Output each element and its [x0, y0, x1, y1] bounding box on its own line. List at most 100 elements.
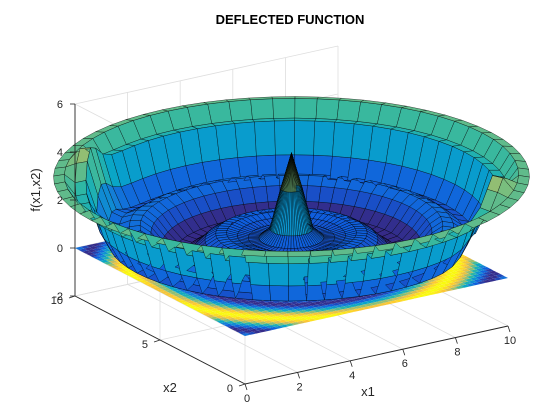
contour-cell [442, 275, 452, 279]
contour-cell [457, 282, 467, 286]
contour-cell [298, 309, 308, 313]
contour-cell [382, 296, 392, 300]
contour-cell [463, 257, 473, 261]
x-tick-mark [349, 360, 353, 367]
x-tick-label: 8 [454, 347, 460, 359]
contour-cell [249, 320, 259, 324]
contour-cell [265, 325, 275, 329]
contour-cell [217, 312, 226, 316]
contour-cell [305, 305, 315, 309]
contour-cell [291, 306, 301, 310]
contour-cell [197, 306, 207, 310]
contour-cell [474, 263, 484, 267]
contour-cell [358, 296, 368, 300]
contour-cell [484, 276, 494, 280]
contour-cell [231, 319, 241, 323]
contour-cell [226, 312, 235, 316]
contour-cell [238, 315, 248, 319]
contour-cell [378, 294, 388, 298]
contour-cell [250, 325, 260, 329]
contour-cell [230, 298, 240, 302]
contour-cell [176, 295, 186, 299]
contour-cell [437, 276, 447, 280]
contour-cell [190, 294, 200, 298]
contour-cell [290, 322, 300, 326]
contour-cell [292, 319, 302, 323]
contour-cell [327, 300, 337, 304]
contour-cell [105, 258, 115, 262]
contour-cell [439, 273, 449, 277]
contour-cell [287, 320, 297, 324]
contour-cell [242, 317, 252, 321]
surface-patch [241, 249, 267, 257]
contour-cell [237, 310, 246, 314]
contour-cell [428, 284, 438, 287]
contour-cell [467, 259, 477, 263]
contour-cell [192, 299, 202, 303]
contour-cell [91, 251, 101, 255]
contour-cell [193, 304, 203, 308]
contour-cell [199, 303, 209, 307]
contour-cell [449, 287, 459, 291]
contour-cell [101, 256, 111, 260]
contour-cell [468, 272, 478, 276]
contour-cell [389, 292, 399, 296]
contour-cell [96, 249, 106, 253]
contour-cell [229, 306, 239, 310]
contour-cell [178, 292, 188, 296]
contour-cell [253, 314, 263, 318]
contour-cell [482, 271, 492, 275]
contour-cell [384, 293, 394, 297]
contour-cell [213, 318, 223, 322]
contour-cell [418, 291, 428, 295]
contour-cell [448, 274, 458, 278]
x-tick-label: 6 [402, 358, 408, 370]
contour-cell [451, 284, 461, 287]
contour-cell [222, 311, 232, 314]
contour-cell [106, 263, 116, 267]
contour-cell [96, 257, 106, 261]
contour-cell [274, 317, 284, 321]
contour-cell [199, 295, 209, 299]
contour-cell [411, 295, 421, 299]
contour-cell [145, 283, 155, 287]
chart-title: DEFLECTED FUNCTION [216, 12, 365, 27]
contour-cell [446, 269, 456, 273]
contour-cell [374, 300, 384, 304]
contour-cell [307, 310, 317, 314]
contour-cell [224, 308, 234, 311]
contour-cell [283, 318, 293, 322]
surface-patch [207, 101, 233, 124]
contour-cell [95, 245, 104, 248]
contour-cell [435, 287, 445, 291]
contour-cell [255, 303, 265, 307]
contour-cell [409, 290, 419, 294]
contour-cell [318, 308, 328, 312]
contour-cell [304, 308, 313, 312]
surface-patch [272, 98, 296, 119]
surface-patch [310, 249, 335, 257]
contour-cell [252, 330, 262, 334]
contour-cell [437, 284, 447, 288]
contour-cell [191, 307, 201, 311]
contour-cell [255, 311, 264, 315]
contour-cell [267, 306, 277, 310]
contour-cell [291, 314, 301, 318]
surface-patch [254, 120, 276, 157]
contour-cell [302, 311, 312, 315]
contour-cell [442, 283, 452, 287]
contour-cell [322, 302, 332, 306]
contour-cell [112, 262, 122, 266]
contour-cell [408, 285, 418, 289]
surface-patch [294, 98, 318, 119]
contour-cell [480, 274, 490, 278]
contour-cell [439, 281, 449, 285]
contour-cell [165, 289, 175, 293]
contour-cell [266, 301, 276, 305]
contour-cell [215, 315, 225, 319]
contour-cell [245, 326, 255, 330]
contour-cell [246, 331, 256, 335]
contour-cell [228, 309, 237, 313]
contour-cell [273, 305, 283, 308]
contour-cell [444, 288, 454, 292]
